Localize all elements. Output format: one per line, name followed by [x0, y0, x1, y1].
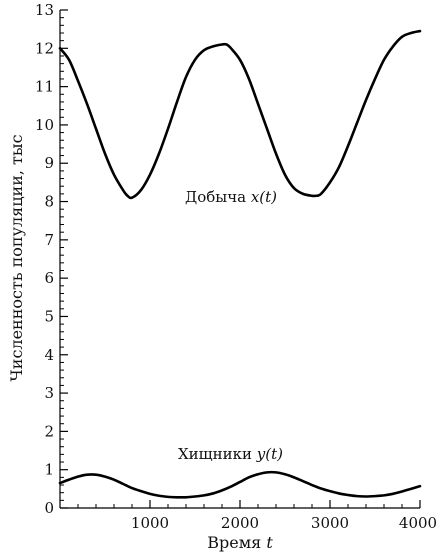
y-tick-label: 1 [44, 461, 54, 479]
y-tick-label: 8 [44, 193, 54, 211]
y-tick-label: 3 [44, 384, 54, 402]
y-tick-label: 9 [44, 154, 54, 172]
y-tick-label: 13 [35, 1, 54, 19]
series-label-prey: Добыча x(t) [185, 188, 277, 206]
x-tick-label: 2000 [221, 514, 259, 532]
x-tick-label: 3000 [311, 514, 349, 532]
x-tick-label: 4000 [399, 514, 437, 532]
y-tick-label: 12 [35, 39, 54, 57]
series-line-predator [58, 470, 422, 499]
axes-frame [59, 10, 420, 509]
x-axis-title: Время t [207, 533, 273, 552]
series-line-prey [58, 29, 422, 200]
y-axis-title: Численность популяции, тыс [7, 134, 26, 381]
y-tick-label: 0 [44, 499, 54, 517]
y-tick-label: 6 [44, 269, 54, 287]
series-label-predator: Хищники y(t) [178, 445, 283, 463]
series-lines [58, 29, 422, 499]
y-tick-label: 7 [44, 231, 54, 249]
y-tick-label: 5 [44, 307, 54, 325]
x-tick-label: 1000 [131, 514, 169, 532]
axis-ticks [60, 9, 421, 509]
y-tick-label: 11 [35, 78, 54, 96]
y-tick-label: 10 [35, 116, 54, 134]
y-tick-label: 4 [44, 346, 54, 364]
y-tick-label: 2 [44, 422, 54, 440]
